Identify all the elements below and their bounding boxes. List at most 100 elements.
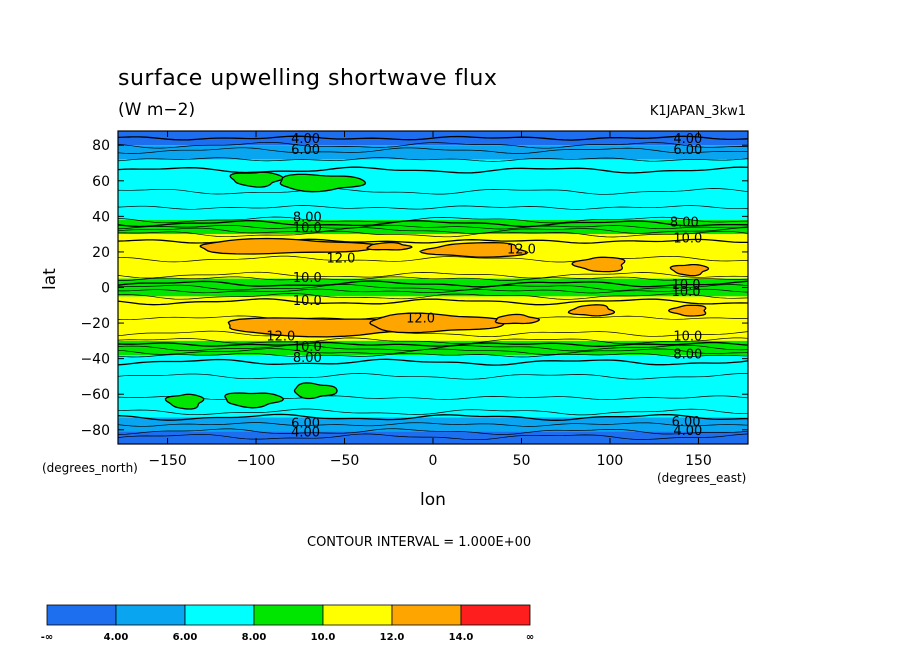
contour-label-12: 12.0 (406, 312, 435, 327)
patch-6 (669, 263, 710, 277)
colorbar-label-2: 6.00 (173, 632, 198, 643)
contour-line-26 (118, 348, 748, 355)
contour-line-18 (118, 288, 748, 294)
contour-label-20: 6.00 (672, 415, 701, 430)
colorbar-label-5: 12.0 (380, 632, 405, 643)
contour-label-10: 10.0 (293, 271, 322, 286)
colorbar-swatch-0 (46, 604, 117, 626)
contour-label-19: 4.00 (291, 426, 320, 441)
contour-label-21: 4.00 (673, 424, 702, 439)
contour-label-23: 10.0 (672, 285, 701, 300)
x-axis-units: (degrees_east) (657, 471, 747, 485)
y-tick-label-0: −80 (80, 423, 110, 439)
x-axis-label: lon (420, 490, 446, 510)
contour-line-7 (118, 216, 748, 224)
contour-interval: CONTOUR INTERVAL = 1.000E+00 (307, 535, 532, 550)
contour-line-34 (118, 428, 748, 435)
contour-line-14 (118, 271, 748, 279)
patch-1 (279, 173, 367, 193)
colorbar-label-7: ∞ (526, 632, 534, 643)
patch-10 (567, 304, 616, 317)
contour-line-25 (118, 344, 748, 352)
colorbar-swatch-5 (391, 604, 462, 626)
latitude-bands (118, 131, 748, 444)
y-tick-label-5: 20 (92, 245, 110, 261)
colorbar-label-0: -∞ (41, 632, 53, 643)
contour-line-32 (118, 413, 748, 421)
x-ticks: −150 −100 −50 0 50 100 150 (148, 131, 712, 469)
contour-label-15: 8.00 (293, 351, 322, 366)
contour-label-6: 8.00 (670, 216, 699, 231)
y-tick-label-7: 60 (92, 174, 110, 190)
patch-13 (224, 392, 285, 409)
band-1 (118, 145, 748, 160)
contour-label-18: 6.00 (291, 417, 320, 432)
contour-line-0 (118, 135, 748, 141)
colorbar-label-6: 14.0 (449, 632, 474, 643)
contour-label-0: 4.00 (291, 132, 320, 147)
x-tick-label-6: 150 (685, 453, 712, 469)
chart-title: surface upwelling shortwave flux (118, 66, 498, 91)
contour-label-8: 12.0 (327, 251, 356, 266)
x-tick-label-3: 0 (429, 453, 438, 469)
band-8 (118, 355, 748, 418)
colorbar-swatch-2 (184, 604, 255, 626)
contour-label-7: 10.0 (673, 232, 702, 247)
band-2 (118, 159, 748, 220)
y-tick-label-8: 80 (92, 138, 110, 154)
contour-line-11 (118, 230, 748, 238)
contour-line-3 (118, 157, 748, 162)
patch-5 (571, 256, 626, 273)
contour-label-1: 6.00 (291, 143, 320, 158)
contour-line-22 (118, 330, 748, 337)
contour-label-9: 12.0 (507, 242, 536, 257)
contour-line-9 (118, 224, 748, 230)
y-tick-label-2: −40 (80, 352, 110, 368)
contour-line-16 (118, 280, 748, 288)
contour-line-4 (118, 166, 748, 174)
contour-line-19 (118, 293, 748, 300)
contour-line-5 (118, 188, 748, 195)
contour-line-6 (118, 205, 748, 210)
patch-11 (667, 304, 707, 317)
patch-0 (229, 171, 284, 188)
contour-line-31 (118, 408, 748, 416)
contour-lines (118, 135, 748, 441)
colorbar-swatch-1 (115, 604, 186, 626)
contour-label-17: 8.00 (673, 347, 702, 362)
contour-label-2: 4.00 (673, 132, 702, 147)
contour-label-14: 10.0 (293, 340, 322, 355)
colorbar-label-1: 4.00 (104, 632, 129, 643)
x-tick-label-0: −150 (148, 453, 186, 469)
y-tick-label-4: 0 (101, 281, 110, 297)
contour-line-15 (118, 276, 748, 281)
y-tick-label-3: −20 (80, 316, 110, 332)
contour-line-33 (118, 422, 748, 427)
contour-line-28 (118, 358, 748, 366)
patch-9 (494, 313, 541, 325)
contour-line-1 (118, 141, 748, 149)
contour-line-30 (118, 395, 748, 400)
contour-line-35 (118, 433, 748, 441)
contour-label-11: 10.0 (293, 294, 322, 309)
patch-4 (418, 241, 529, 258)
x-tick-label-2: −50 (330, 453, 360, 469)
contour-line-29 (118, 373, 748, 380)
band-9 (118, 417, 748, 432)
x-tick-label-4: 50 (513, 453, 531, 469)
contour-line-27 (118, 352, 748, 358)
y-tick-label-1: −60 (80, 387, 110, 403)
contour-patches (164, 171, 710, 410)
contour-label-16: 10.0 (673, 330, 702, 345)
contour-line-13 (118, 255, 748, 263)
colorbar-swatch-6 (460, 604, 531, 626)
patch-14 (293, 382, 338, 400)
contour-label-13: 12.0 (266, 330, 295, 345)
band-7 (118, 340, 748, 356)
contour-label-4: 8.00 (293, 210, 322, 225)
patch-12 (164, 393, 205, 410)
y-tick-label-6: 40 (92, 209, 110, 225)
